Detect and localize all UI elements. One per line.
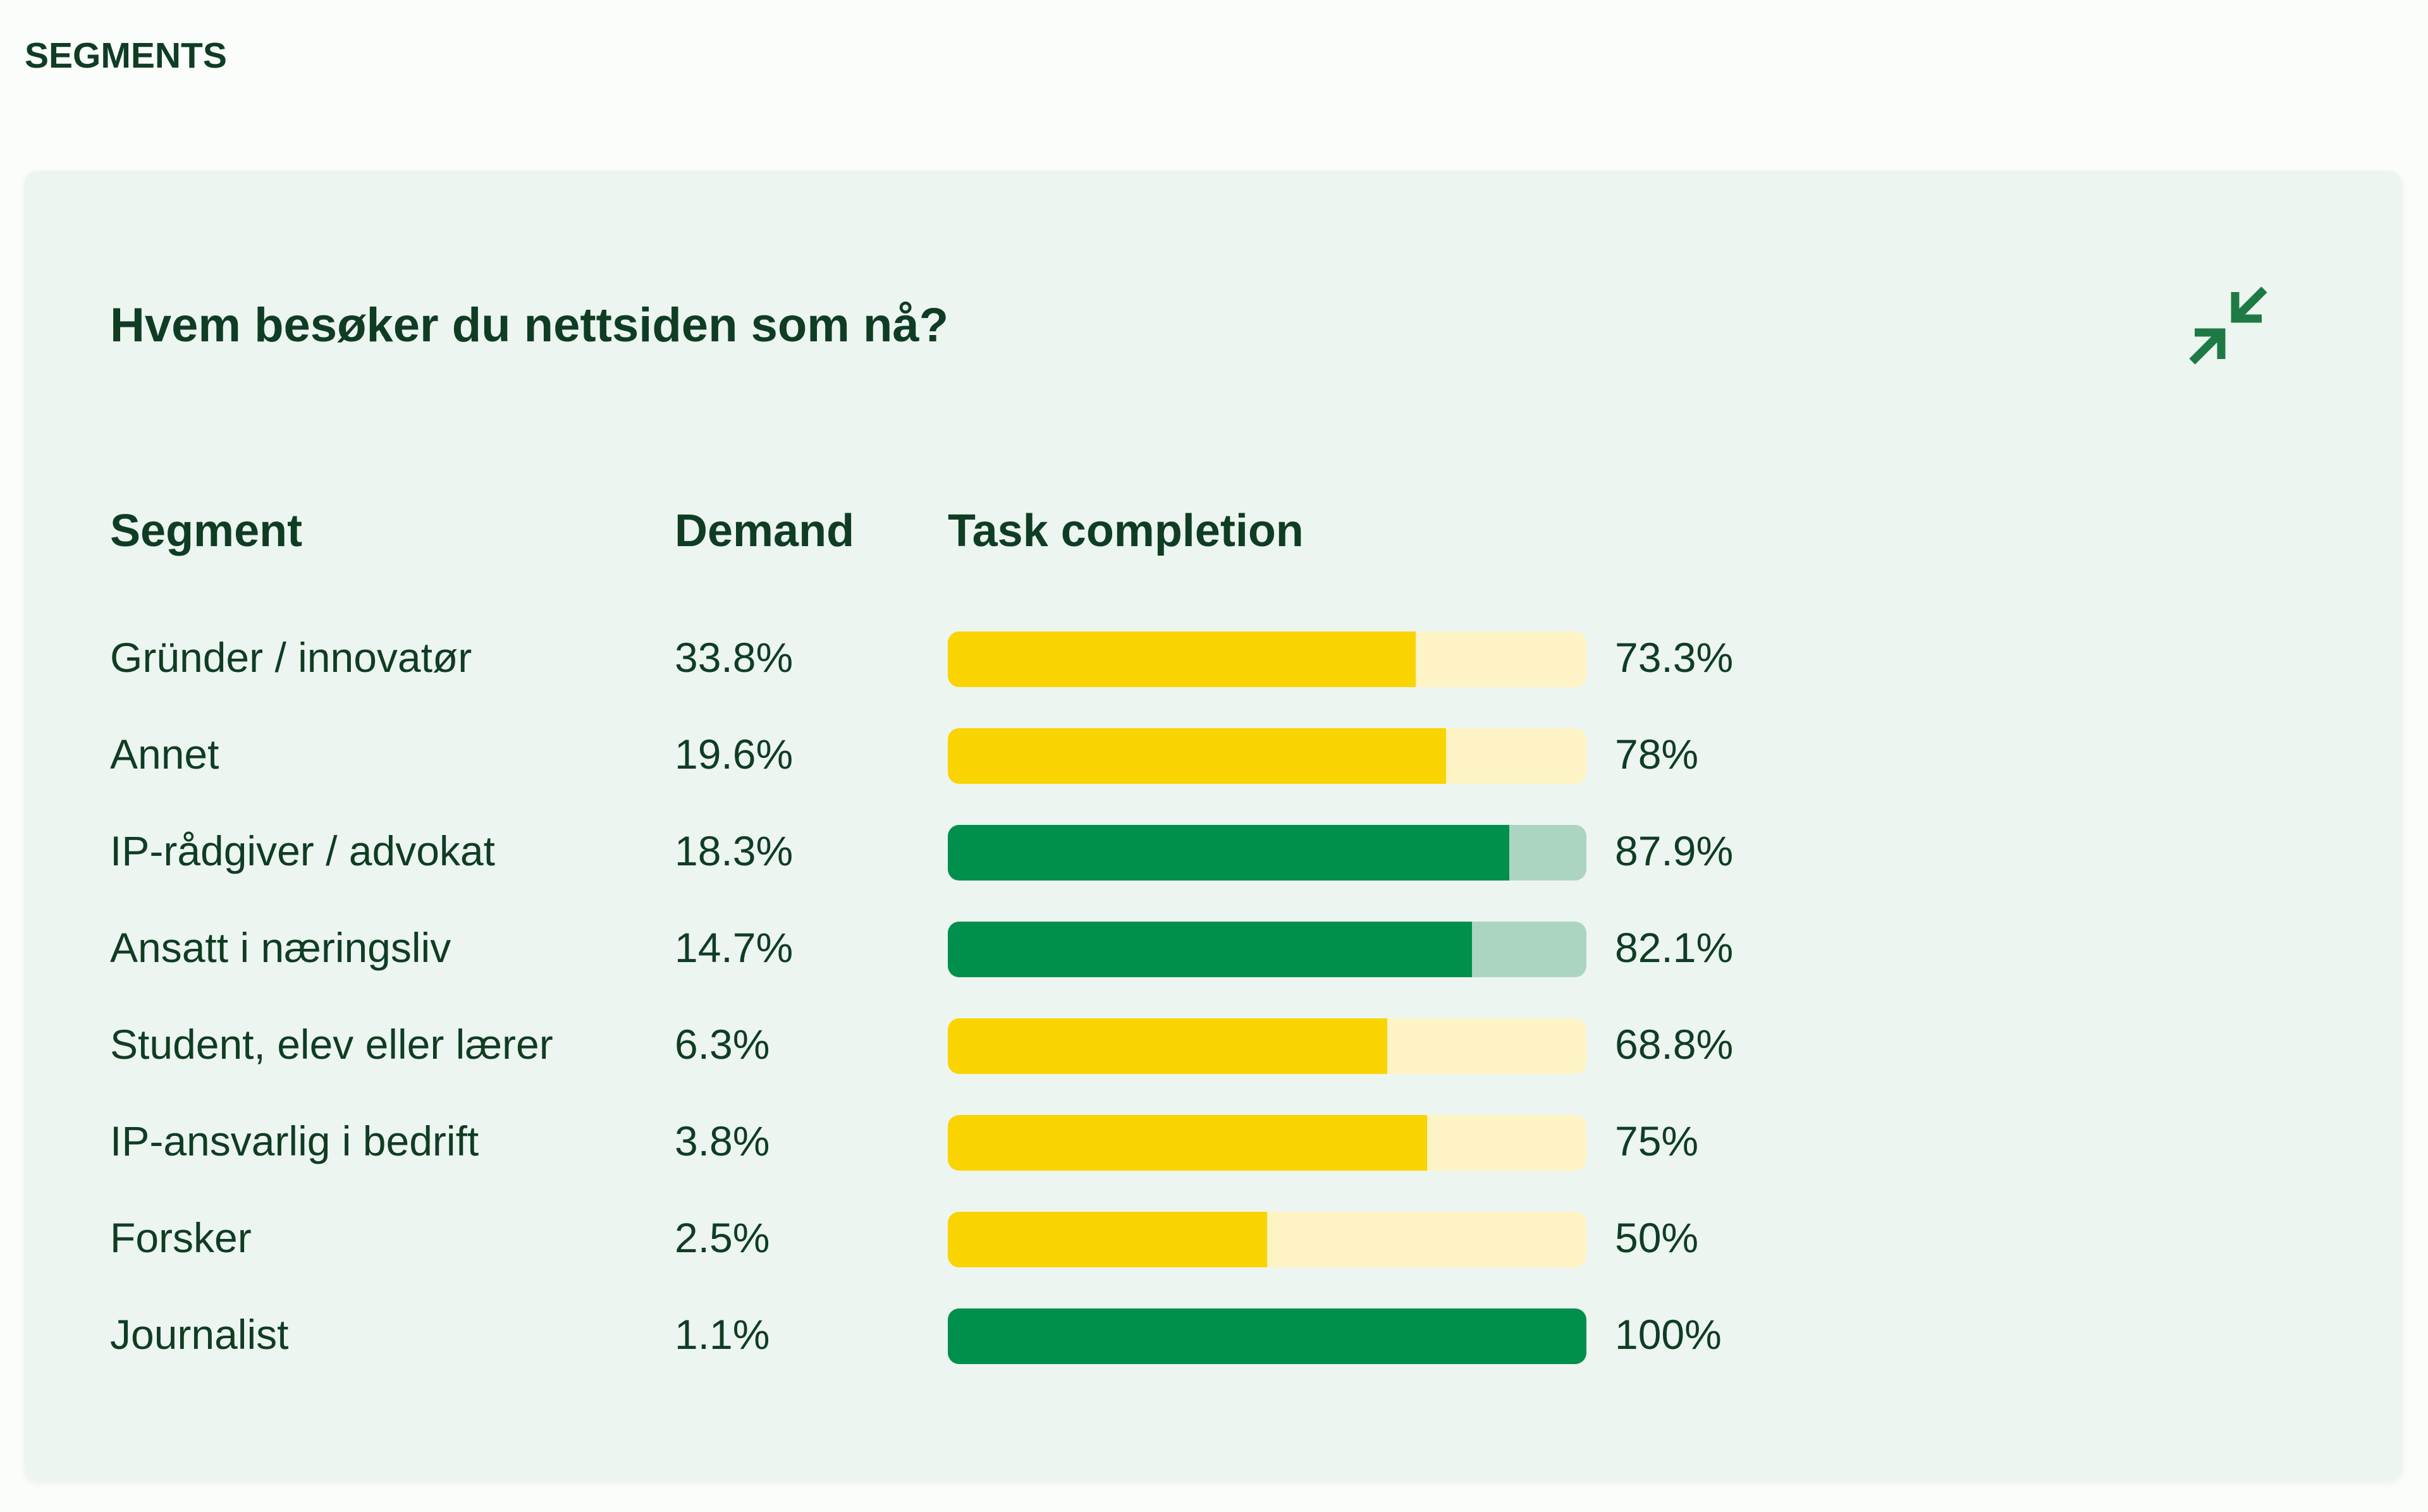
table-row: Ansatt i næringsliv 14.7% 82.1%	[25, 913, 2402, 982]
demand-value: 2.5%	[675, 1214, 770, 1261]
completion-bar	[948, 1115, 1586, 1171]
completion-value: 73.3%	[1615, 634, 1734, 681]
header-segment: Segment	[110, 506, 303, 556]
completion-value: 82.1%	[1615, 924, 1734, 971]
completion-bar	[948, 922, 1586, 977]
completion-bar-fill	[948, 631, 1416, 687]
completion-value: 50%	[1615, 1214, 1699, 1261]
completion-bar-fill	[948, 1308, 1586, 1364]
completion-value: 100%	[1615, 1311, 1722, 1358]
demand-value: 14.7%	[675, 924, 794, 971]
segment-name: IP-ansvarlig i bedrift	[110, 1118, 479, 1164]
completion-bar	[948, 631, 1586, 687]
completion-bar	[948, 728, 1586, 784]
table-row: Journalist 1.1% 100%	[25, 1300, 2402, 1369]
demand-value: 18.3%	[675, 827, 794, 874]
completion-bar	[948, 825, 1586, 881]
completion-bar	[948, 1212, 1586, 1267]
demand-value: 6.3%	[675, 1021, 770, 1068]
collapse-arrows-icon	[2189, 286, 2267, 365]
completion-bar	[948, 1018, 1586, 1074]
completion-value: 68.8%	[1615, 1021, 1734, 1068]
header-demand: Demand	[675, 506, 855, 556]
completion-bar-fill	[948, 922, 1473, 977]
segment-name: Forsker	[110, 1214, 252, 1261]
segments-card: Hvem besøker du nettsiden som nå? Segmen…	[25, 171, 2402, 1480]
completion-bar-fill	[948, 1018, 1387, 1074]
demand-value: 3.8%	[675, 1118, 770, 1164]
segment-name: Student, elev eller lærer	[110, 1021, 553, 1068]
section-label: SEGMENTS	[25, 35, 227, 76]
completion-bar-fill	[948, 825, 1509, 881]
table-row: Student, elev eller lærer 6.3% 68.8%	[25, 1009, 2402, 1079]
segment-name: Journalist	[110, 1311, 289, 1358]
segment-name: Ansatt i næringsliv	[110, 924, 451, 971]
demand-value: 1.1%	[675, 1311, 770, 1358]
table-row: Gründer / innovatør 33.8% 73.3%	[25, 623, 2402, 692]
collapse-button[interactable]	[2181, 278, 2276, 373]
completion-value: 87.9%	[1615, 827, 1734, 874]
demand-value: 19.6%	[675, 731, 794, 777]
completion-value: 75%	[1615, 1118, 1699, 1164]
completion-bar-fill	[948, 1212, 1267, 1267]
segment-name: Annet	[110, 731, 219, 777]
table-row: Annet 19.6% 78%	[25, 719, 2402, 789]
table-row: IP-rådgiver / advokat 18.3% 87.9%	[25, 816, 2402, 886]
completion-bar-fill	[948, 1115, 1427, 1171]
completion-value: 78%	[1615, 731, 1699, 777]
demand-value: 33.8%	[675, 634, 794, 681]
segment-name: Gründer / innovatør	[110, 634, 472, 681]
table-row: Forsker 2.5% 50%	[25, 1203, 2402, 1272]
card-title: Hvem besøker du nettsiden som nå?	[110, 298, 949, 352]
header-task-completion: Task completion	[948, 506, 1304, 556]
segment-name: IP-rådgiver / advokat	[110, 827, 495, 874]
completion-bar-fill	[948, 728, 1446, 784]
completion-bar	[948, 1308, 1586, 1364]
table-row: IP-ansvarlig i bedrift 3.8% 75%	[25, 1106, 2402, 1176]
